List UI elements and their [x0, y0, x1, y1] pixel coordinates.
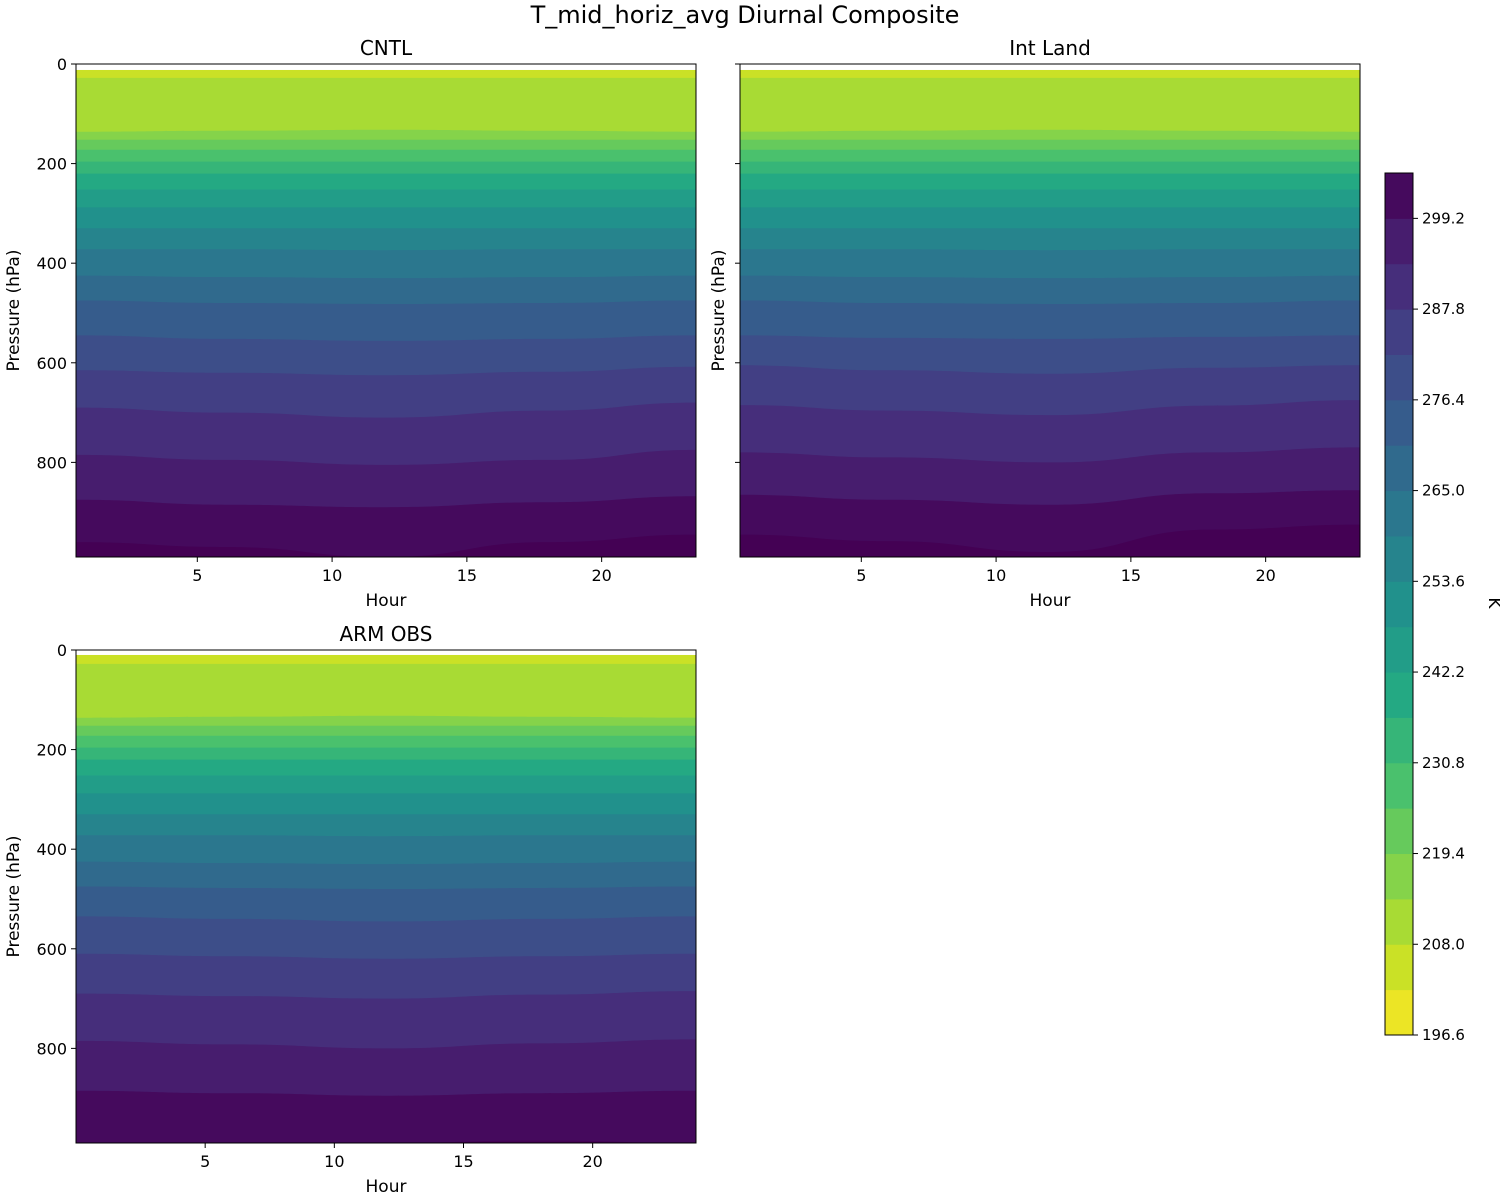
colorbar-swatch: [1385, 808, 1413, 855]
axes-frame: [739, 63, 1361, 558]
y-axis-label: Pressure (hPa): [4, 250, 24, 372]
x-tick-label: 15: [453, 1152, 473, 1171]
x-tick-label: 10: [986, 566, 1006, 585]
axes-frame: [75, 649, 697, 1144]
contour-bands: [76, 64, 696, 557]
colorbar-swatch: [1385, 853, 1413, 900]
y-axis-label: Pressure (hPa): [4, 836, 24, 958]
colorbar-label: K: [1484, 597, 1500, 609]
colorbar-swatch: [1385, 490, 1413, 537]
colorbar-swatch: [1385, 399, 1413, 446]
x-tick-label: 5: [192, 566, 202, 585]
x-axis-label: Hour: [1030, 591, 1071, 611]
panel-title: ARM OBS: [340, 622, 433, 646]
y-tick-label: 400: [36, 254, 67, 273]
colorbar-tick-label: 196.6: [1422, 1026, 1465, 1044]
panel-title: Int Land: [1009, 36, 1091, 60]
colorbar-swatch: [1385, 898, 1413, 945]
axes-frame: [75, 63, 697, 558]
y-axis-label: Pressure (hPa): [709, 250, 729, 372]
panel-arm-obs: ARM OBS 5 10 15 20 Hour 0 200 400 600 800 Pressure …: [4, 622, 697, 1197]
panel-int-land: Int Land 5 10 15 20 Hour Pressure (hPa): [709, 36, 1361, 611]
colorbar-swatch: [1385, 581, 1413, 628]
x-tick-label: 10: [324, 1152, 344, 1171]
x-tick-label: 20: [582, 1152, 602, 1171]
y-tick-label: 0: [57, 55, 67, 74]
colorbar-swatch: [1385, 717, 1413, 764]
colorbar-tick-label: 242.2: [1422, 663, 1465, 681]
panel-title: CNTL: [360, 36, 413, 60]
colorbar-swatch: [1385, 944, 1413, 991]
y-tick-label: 600: [36, 940, 67, 959]
colorbar-swatch: [1385, 989, 1413, 1036]
colorbar-tick-label: 265.0: [1422, 482, 1465, 500]
x-tick-label: 15: [1121, 566, 1141, 585]
x-tick-label: 5: [856, 566, 866, 585]
y-tick-label: 800: [36, 1039, 67, 1058]
y-tick-label: 200: [36, 741, 67, 760]
colorbar-swatch: [1385, 173, 1413, 219]
contour-band: [76, 534, 696, 557]
contour-bands: [740, 64, 1360, 557]
x-tick-label: 20: [1255, 566, 1275, 585]
contour-bands: [76, 650, 696, 1143]
colorbar-tick-label: 276.4: [1422, 391, 1465, 409]
x-axis-label: Hour: [366, 1177, 407, 1197]
colorbar-tick-label: 219.4: [1422, 845, 1465, 863]
panel-cntl: CNTL 5 10 15 20 Hour 0 200 400 600 800 Pressure (hP…: [4, 36, 697, 611]
colorbar-swatch: [1385, 354, 1413, 401]
colorbar-frame: [1384, 172, 1414, 1036]
colorbar-swatch: [1385, 263, 1413, 310]
y-tick-label: 600: [36, 354, 67, 373]
colorbar-swatch: [1385, 309, 1413, 355]
colorbar-tick-label: 208.0: [1422, 935, 1465, 953]
x-tick-label: 10: [322, 566, 342, 585]
contour-band: [76, 496, 696, 557]
contour-band: [740, 524, 1360, 557]
colorbar-swatch: [1385, 762, 1413, 809]
figure-title: T_mid_horiz_avg Diurnal Composite: [530, 1, 960, 29]
contour-band: [76, 1140, 696, 1143]
colorbar-tick-label: 287.8: [1422, 300, 1465, 318]
colorbar-tick-label: 253.6: [1422, 572, 1465, 590]
colorbar-tick-label: 299.2: [1422, 209, 1465, 227]
y-tick-label: 800: [36, 453, 67, 472]
y-tick-label: 400: [36, 840, 67, 859]
colorbar-swatch: [1385, 626, 1413, 673]
colorbar-swatch: [1385, 672, 1413, 718]
y-tick-label: 200: [36, 155, 67, 174]
contour-band: [76, 1090, 696, 1143]
x-tick-label: 15: [457, 566, 477, 585]
x-axis-label: Hour: [366, 591, 407, 611]
colorbar: 196.6 208.0 219.4 230.8 242.2 253.6 265.0 276.4…: [1384, 172, 1465, 1044]
y-tick-label: 0: [57, 641, 67, 660]
colorbar-swatch: [1385, 535, 1413, 582]
x-tick-label: 5: [200, 1152, 210, 1171]
colorbar-tick-label: 230.8: [1422, 754, 1465, 772]
colorbar-swatch: [1385, 445, 1413, 492]
x-tick-label: 20: [591, 566, 611, 585]
colorbar-swatch: [1385, 218, 1413, 265]
